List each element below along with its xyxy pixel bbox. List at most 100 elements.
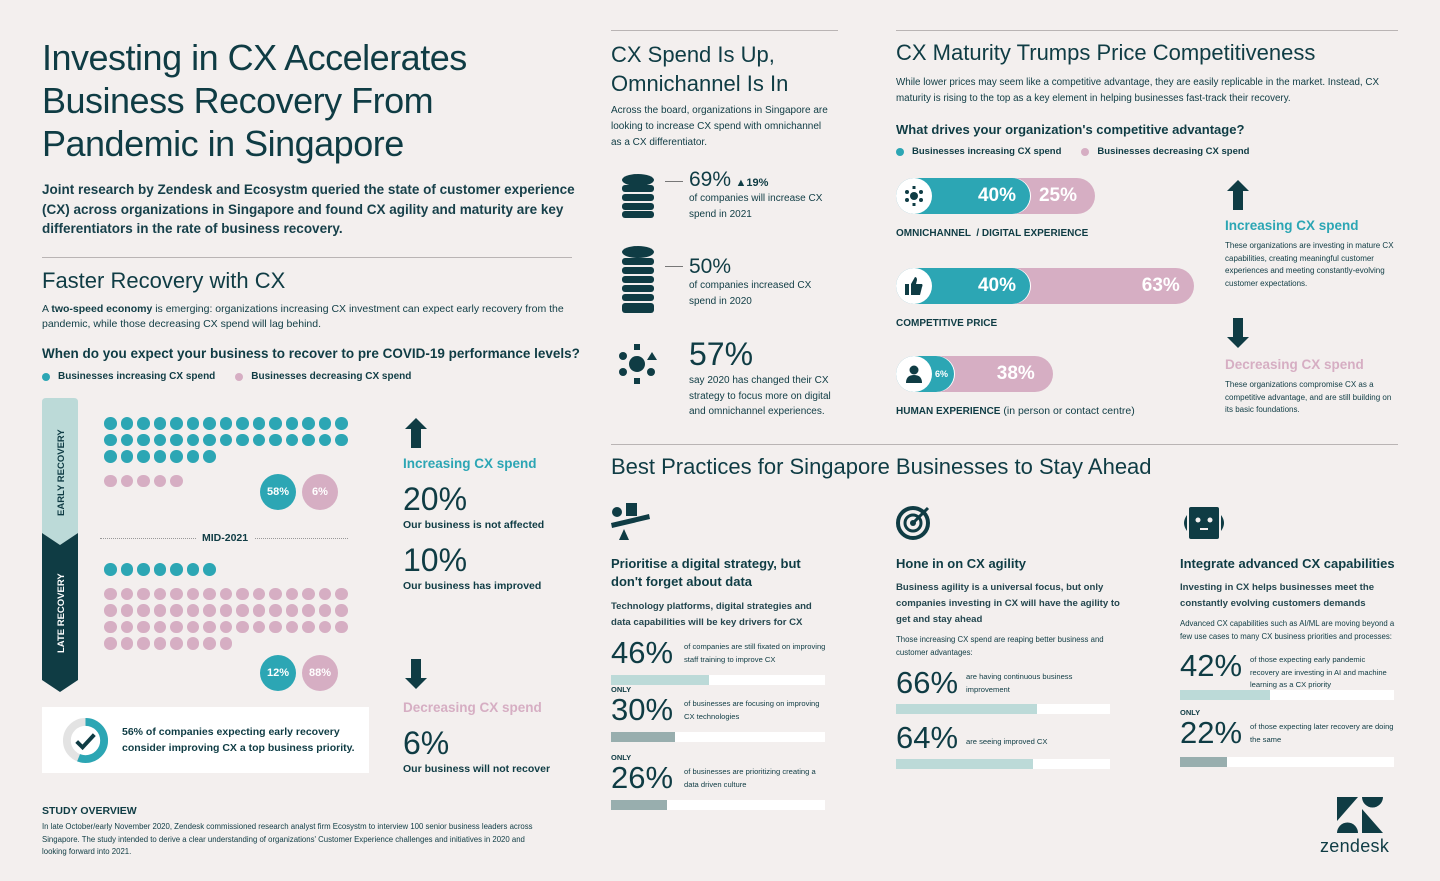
legend-label: Businesses decreasing CX spend — [251, 371, 412, 382]
connector-line — [665, 181, 683, 182]
best-practice-note: Advanced CX capabilities such as AI/ML a… — [1180, 619, 1395, 641]
decreasing-dot — [186, 620, 199, 633]
text: is emerging: organizations increasing CX… — [42, 303, 564, 330]
stat-progress-bar — [611, 732, 825, 742]
stat-progress-bar — [611, 675, 825, 685]
late-dots-grid — [104, 563, 348, 650]
increasing-dot — [153, 563, 166, 576]
decreasing-dot — [120, 474, 133, 487]
stat-progress-bar — [1180, 757, 1394, 767]
decreasing-spend-title: Decreasing CX spend — [1225, 357, 1364, 372]
decreasing-dot — [269, 620, 282, 633]
increasing-dot — [153, 450, 166, 463]
legend-label: Businesses increasing CX spend — [912, 146, 1062, 157]
decreasing-dot — [153, 604, 166, 617]
decreasing-dot — [137, 620, 150, 633]
legend: Businesses increasing CX spend Businesse… — [896, 146, 1249, 157]
increasing-spend-title: Increasing CX spend — [1225, 218, 1359, 233]
stat-progress-fill — [896, 704, 1038, 714]
section-title-recovery: Faster Recovery with CX — [42, 268, 286, 293]
stat-text: of businesses are focusing on improving … — [684, 699, 820, 721]
decreasing-dot — [203, 587, 216, 600]
increasing-dot — [104, 450, 117, 463]
increasing-dot — [318, 417, 331, 430]
coin-stack-icon — [622, 174, 654, 218]
increasing-dot — [137, 450, 150, 463]
decreasing-dot — [104, 604, 117, 617]
stat-pct: 26% — [611, 760, 674, 795]
stat-text: are seeing improved CX — [966, 737, 1048, 746]
bold-text: two-speed economy — [51, 303, 153, 315]
stat-pct: 66% — [896, 665, 959, 700]
increasing-dot — [318, 433, 331, 446]
stat-progress-fill — [611, 732, 676, 742]
stat-progress-bar — [1180, 690, 1394, 700]
increasing-dot — [153, 417, 166, 430]
decreasing-dot — [302, 620, 315, 633]
decreasing-dot — [120, 620, 133, 633]
decreasing-dot — [219, 637, 232, 650]
early-increasing-pct: 58% — [260, 474, 296, 510]
early-recovery-label: EARLY RECOVERY — [56, 429, 67, 516]
decreasing-dot — [137, 637, 150, 650]
decreasing-dot — [186, 587, 199, 600]
increasing-dot — [186, 417, 199, 430]
decreasing-dot — [153, 587, 166, 600]
decreasing-dot — [269, 604, 282, 617]
increasing-dot — [236, 433, 249, 446]
increasing-dot — [269, 433, 282, 446]
increasing-dot — [302, 433, 315, 446]
decreasing-dot — [203, 637, 216, 650]
decreasing-dot — [186, 637, 199, 650]
stat-pct: 69% — [689, 168, 732, 191]
decreasing-dot — [153, 637, 166, 650]
increasing-dot — [170, 450, 183, 463]
stat-pct: 30% — [611, 692, 674, 727]
decreasing-dot — [170, 620, 183, 633]
decreasing-pct: 63% — [1141, 275, 1180, 296]
maturity-paragraph: While lower prices may seem like a compe… — [896, 77, 1379, 104]
recovery-timeline-bar: EARLY RECOVERY LATE RECOVERY — [42, 398, 78, 692]
best-practice-subtitle: Technology platforms, digital strategies… — [611, 601, 812, 628]
increasing-dot — [170, 433, 183, 446]
increasing-dot — [186, 563, 199, 576]
arrow-down-icon — [1227, 318, 1249, 348]
decreasing-dot — [318, 620, 331, 633]
stat-progress-fill — [896, 759, 1033, 769]
bar-label-extra: (in person or contact centre) — [1000, 405, 1135, 417]
increasing-dot — [203, 450, 216, 463]
stat-text: of those expecting early pandemic recove… — [1250, 655, 1387, 689]
dot-row — [104, 450, 348, 463]
decreasing-dot — [120, 637, 133, 650]
arrow-up-icon — [405, 418, 427, 448]
arrow-up-icon — [1227, 180, 1249, 210]
stat-pct: 10% — [403, 542, 468, 578]
decreasing-dot — [137, 587, 150, 600]
increasing-dot — [170, 563, 183, 576]
increasing-dot — [219, 417, 232, 430]
recovery-question: When do you expect your business to reco… — [42, 346, 580, 361]
spend-paragraph: Across the board, organizations in Singa… — [611, 105, 828, 148]
increasing-dot — [120, 417, 133, 430]
stat-progress-bar — [896, 704, 1110, 714]
study-overview-title: STUDY OVERVIEW — [42, 805, 137, 817]
decreasing-dot — [120, 587, 133, 600]
callout-text: 56% of companies expecting early recover… — [122, 726, 355, 754]
stat-text: Our business will not recover — [403, 763, 551, 775]
dot-row — [104, 563, 348, 576]
increasing-dot — [137, 433, 150, 446]
increasing-dot — [104, 417, 117, 430]
divider — [896, 30, 1398, 31]
increasing-dot — [236, 417, 249, 430]
maturity-question: What drives your organization's competit… — [896, 122, 1245, 137]
best-practice-title: Integrate advanced CX capabilities — [1180, 556, 1395, 571]
stat-text: Our business has improved — [403, 580, 542, 592]
decreasing-dot — [252, 620, 265, 633]
increasing-pct: 6% — [934, 369, 948, 379]
stat-text: of companies will increase CX spend in 2… — [689, 193, 823, 220]
decreasing-dot — [302, 587, 315, 600]
stat-pct: 46% — [611, 635, 674, 670]
increasing-dot — [269, 417, 282, 430]
increasing-dot — [335, 417, 348, 430]
decreasing-dot — [252, 587, 265, 600]
